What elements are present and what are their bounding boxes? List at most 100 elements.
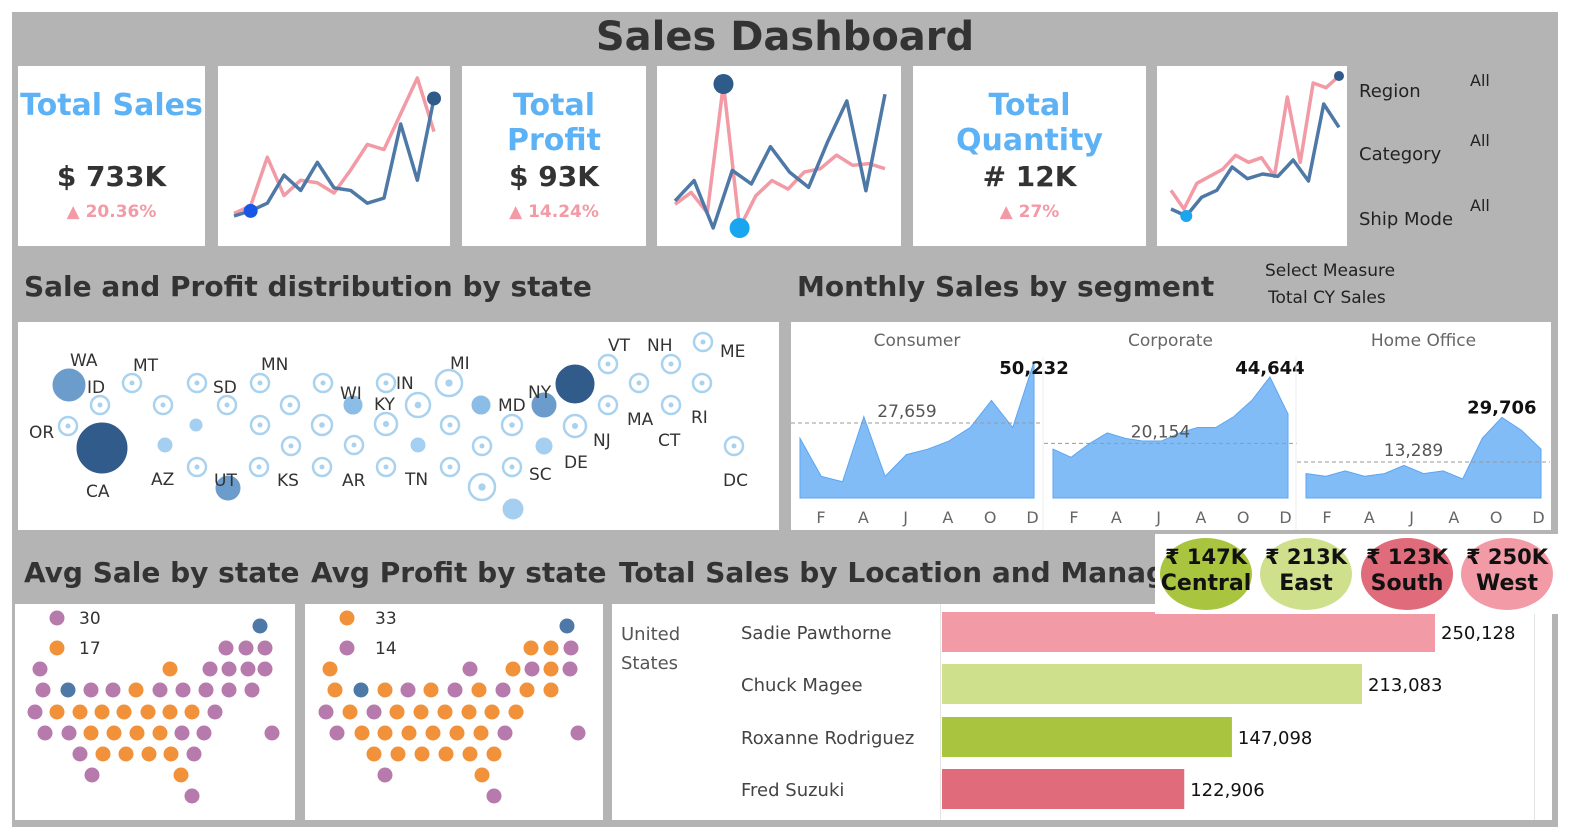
legend-high-marker [49, 610, 65, 626]
state-dot [94, 704, 110, 720]
manager-name-label: Fred Suzuki [741, 780, 844, 801]
min-point-marker [729, 218, 750, 238]
state-dot [390, 746, 406, 762]
state-bubble [470, 394, 492, 416]
measure-selector-value[interactable]: Total CY Sales [1268, 288, 1386, 308]
state-dot [401, 725, 417, 741]
category-filter-value[interactable]: All [1470, 131, 1490, 150]
x-tick-label: A [1195, 508, 1206, 527]
state-bubble-map-svg[interactable]: WA MT MN MI VT NH ME ID SD WI IN NY KY MD MA RI CT NJ OR CA… [18, 322, 779, 530]
state-label-in: IN [396, 374, 414, 394]
state-label-wi: WI [340, 384, 362, 404]
sparkline-quantity-card[interactable] [1157, 66, 1347, 246]
state-dot [118, 746, 134, 762]
avg-sale-dot-map-svg[interactable] [15, 604, 295, 820]
state-dot [474, 767, 490, 783]
state-dot [140, 704, 156, 720]
avg-profit-legend-low: 14 [375, 639, 397, 659]
state-dot [252, 618, 268, 634]
manager-name-label: Sadie Pawthorne [741, 623, 892, 644]
state-dot [377, 725, 393, 741]
state-dot [484, 704, 500, 720]
state-dot [240, 661, 256, 677]
state-dot [505, 661, 521, 677]
state-dot [570, 725, 586, 741]
sparkline-sales-card[interactable] [218, 66, 450, 246]
sales-series-line [233, 76, 436, 216]
max-value-label: 29,706 [1467, 397, 1536, 418]
state-label-wa: WA [70, 351, 98, 371]
manager-bar-chart[interactable]: Sadie Pawthorne 250,128 Chuck Magee 213,083… [612, 604, 1552, 820]
location-manager-card[interactable]: United States Sadie Pawthorne 250,128 Chuc… [612, 604, 1552, 820]
state-dot [486, 746, 502, 762]
state-bubble-inner [571, 422, 579, 430]
sparkline-quantity-chart[interactable] [1157, 66, 1347, 246]
x-tick-label: A [858, 508, 869, 527]
avg-sale-title: Avg Sale by state [24, 556, 300, 589]
avg-profit-dot-map-svg[interactable] [305, 604, 603, 820]
state-dot [95, 746, 111, 762]
region-filter-value[interactable]: All [1470, 71, 1490, 90]
state-dot [129, 725, 145, 741]
state-dot [449, 725, 465, 741]
sparkline-sales-chart[interactable] [218, 66, 450, 246]
state-bubble-inner [194, 464, 200, 470]
state-dot [106, 725, 122, 741]
state-label-mi: MI [450, 354, 470, 374]
state-bubble-inner [257, 422, 263, 428]
profit-series-line [1170, 102, 1341, 218]
region-bubble-central[interactable]: ₹ 147K Central [1160, 538, 1252, 610]
state-bubble-map[interactable]: WA MT MN MI VT NH ME ID SD WI IN NY KY MD MA RI CT NJ OR CA… [18, 322, 779, 530]
state-bubble-inner [382, 420, 390, 428]
monthly-sales-card[interactable]: Consumer 27,659 50,232 F A J A O D Corporate 20,15… [791, 322, 1551, 530]
state-dot [264, 725, 280, 741]
state-dot [318, 704, 334, 720]
state-bubble-inner [414, 401, 422, 409]
state-dot [447, 682, 463, 698]
state-dot [116, 704, 132, 720]
region-bubble-east[interactable]: ₹ 213K East [1260, 538, 1352, 610]
average-value-label: 13,289 [1384, 441, 1443, 461]
state-dot [37, 725, 53, 741]
state-dot [221, 661, 237, 677]
state-bubble-inner [445, 379, 453, 387]
sparkline-profit-chart[interactable] [657, 66, 901, 246]
state-dot [562, 661, 578, 677]
avg-sale-dot-map[interactable]: 30 17 [15, 604, 295, 820]
state-dot [524, 661, 540, 677]
shipmode-filter-label: Ship Mode [1359, 209, 1454, 230]
segment-name-label: Consumer [874, 331, 961, 351]
state-dot [196, 725, 212, 741]
state-bubble-inner [288, 443, 294, 449]
state-bubble-inner [509, 464, 515, 470]
max-value-label: 44,644 [1235, 358, 1304, 379]
state-label-ct: CT [658, 431, 681, 451]
shipmode-filter-value[interactable]: All [1470, 196, 1490, 215]
state-dot [462, 746, 478, 762]
state-label-md: MD [498, 396, 526, 416]
state-dot [559, 618, 575, 634]
monthly-sales-area-chart[interactable]: Consumer 27,659 50,232 F A J A O D Corporate 20,15… [791, 322, 1551, 530]
state-dot [389, 704, 405, 720]
state-dot [257, 640, 273, 656]
x-tick-label: A [1448, 508, 1459, 527]
avg-sale-legend-low: 17 [79, 639, 101, 659]
kpi-value: $ 93K [509, 160, 599, 193]
state-dot [543, 640, 559, 656]
avg-profit-dot-map[interactable]: 33 14 [305, 604, 603, 820]
state-label-ky: KY [374, 395, 396, 415]
sales-series-line [673, 82, 886, 230]
x-tick-label: J [902, 508, 908, 527]
sparkline-profit-card[interactable] [657, 66, 901, 246]
state-dot [438, 746, 454, 762]
state-dot [543, 661, 559, 677]
segment-name-label: Corporate [1128, 331, 1213, 351]
region-bubble-west[interactable]: ₹ 250K West [1461, 538, 1553, 610]
region-value: ₹ 123K [1365, 545, 1449, 569]
state-dot [414, 746, 430, 762]
avg-sale-legend-high: 30 [79, 609, 101, 629]
kpi-card-quantity: Total Quantity # 12K ▲ 27% [913, 66, 1146, 246]
x-tick-label: J [1155, 508, 1161, 527]
state-dot [495, 682, 511, 698]
region-bubble-south[interactable]: ₹ 123K South [1361, 538, 1453, 610]
